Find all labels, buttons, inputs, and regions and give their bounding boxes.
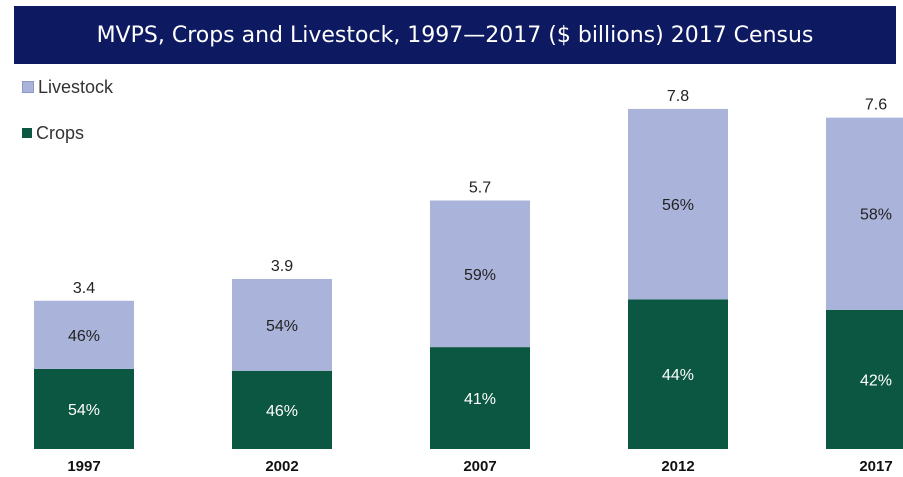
total-label-2012: 7.8 xyxy=(667,88,689,105)
data-label-crops-2007: 41% xyxy=(464,391,496,408)
x-tick-label-2012: 2012 xyxy=(661,458,694,475)
bar-crops-1997 xyxy=(34,368,134,449)
data-label-livestock-1997: 46% xyxy=(68,328,100,345)
data-label-livestock-2007: 59% xyxy=(464,267,496,284)
legend-swatch-crops xyxy=(22,128,32,138)
x-tick-label-2002: 2002 xyxy=(265,458,298,475)
bar-livestock-2012 xyxy=(628,108,728,300)
x-tick-label-2017: 2017 xyxy=(859,458,892,475)
bar-crops-2017 xyxy=(826,309,903,449)
data-label-crops-2017: 42% xyxy=(860,372,892,389)
legend-item-crops: Crops xyxy=(22,122,113,144)
x-tick-label-1997: 1997 xyxy=(67,458,100,475)
chart-title: MVPS, Crops and Livestock, 1997—2017 ($ … xyxy=(14,6,896,64)
data-label-crops-2012: 44% xyxy=(662,367,694,384)
bar-crops-2002 xyxy=(232,370,332,449)
legend-label-crops: Crops xyxy=(36,122,85,143)
bar-crops-2007 xyxy=(430,347,530,449)
total-label-2017: 7.6 xyxy=(865,97,887,114)
data-label-livestock-2002: 54% xyxy=(266,318,298,335)
x-tick-label-2007: 2007 xyxy=(463,458,496,475)
legend-label-livestock: Livestock xyxy=(38,76,114,97)
legend-item-livestock: Livestock xyxy=(22,76,113,98)
total-label-1997: 3.4 xyxy=(73,280,95,297)
data-label-livestock-2012: 56% xyxy=(662,197,694,214)
total-label-2007: 5.7 xyxy=(469,179,491,196)
legend-swatch-livestock xyxy=(22,81,34,93)
bar-crops-2012 xyxy=(628,299,728,449)
bar-livestock-2017 xyxy=(826,117,903,310)
bar-livestock-2002 xyxy=(232,278,332,371)
data-label-crops-2002: 46% xyxy=(266,403,298,420)
bar-livestock-2007 xyxy=(430,200,530,348)
bar-livestock-1997 xyxy=(34,300,134,369)
legend: Livestock Crops xyxy=(22,76,113,144)
total-label-2002: 3.9 xyxy=(271,258,293,275)
data-label-livestock-2017: 58% xyxy=(860,207,892,224)
data-label-crops-1997: 54% xyxy=(68,402,100,419)
